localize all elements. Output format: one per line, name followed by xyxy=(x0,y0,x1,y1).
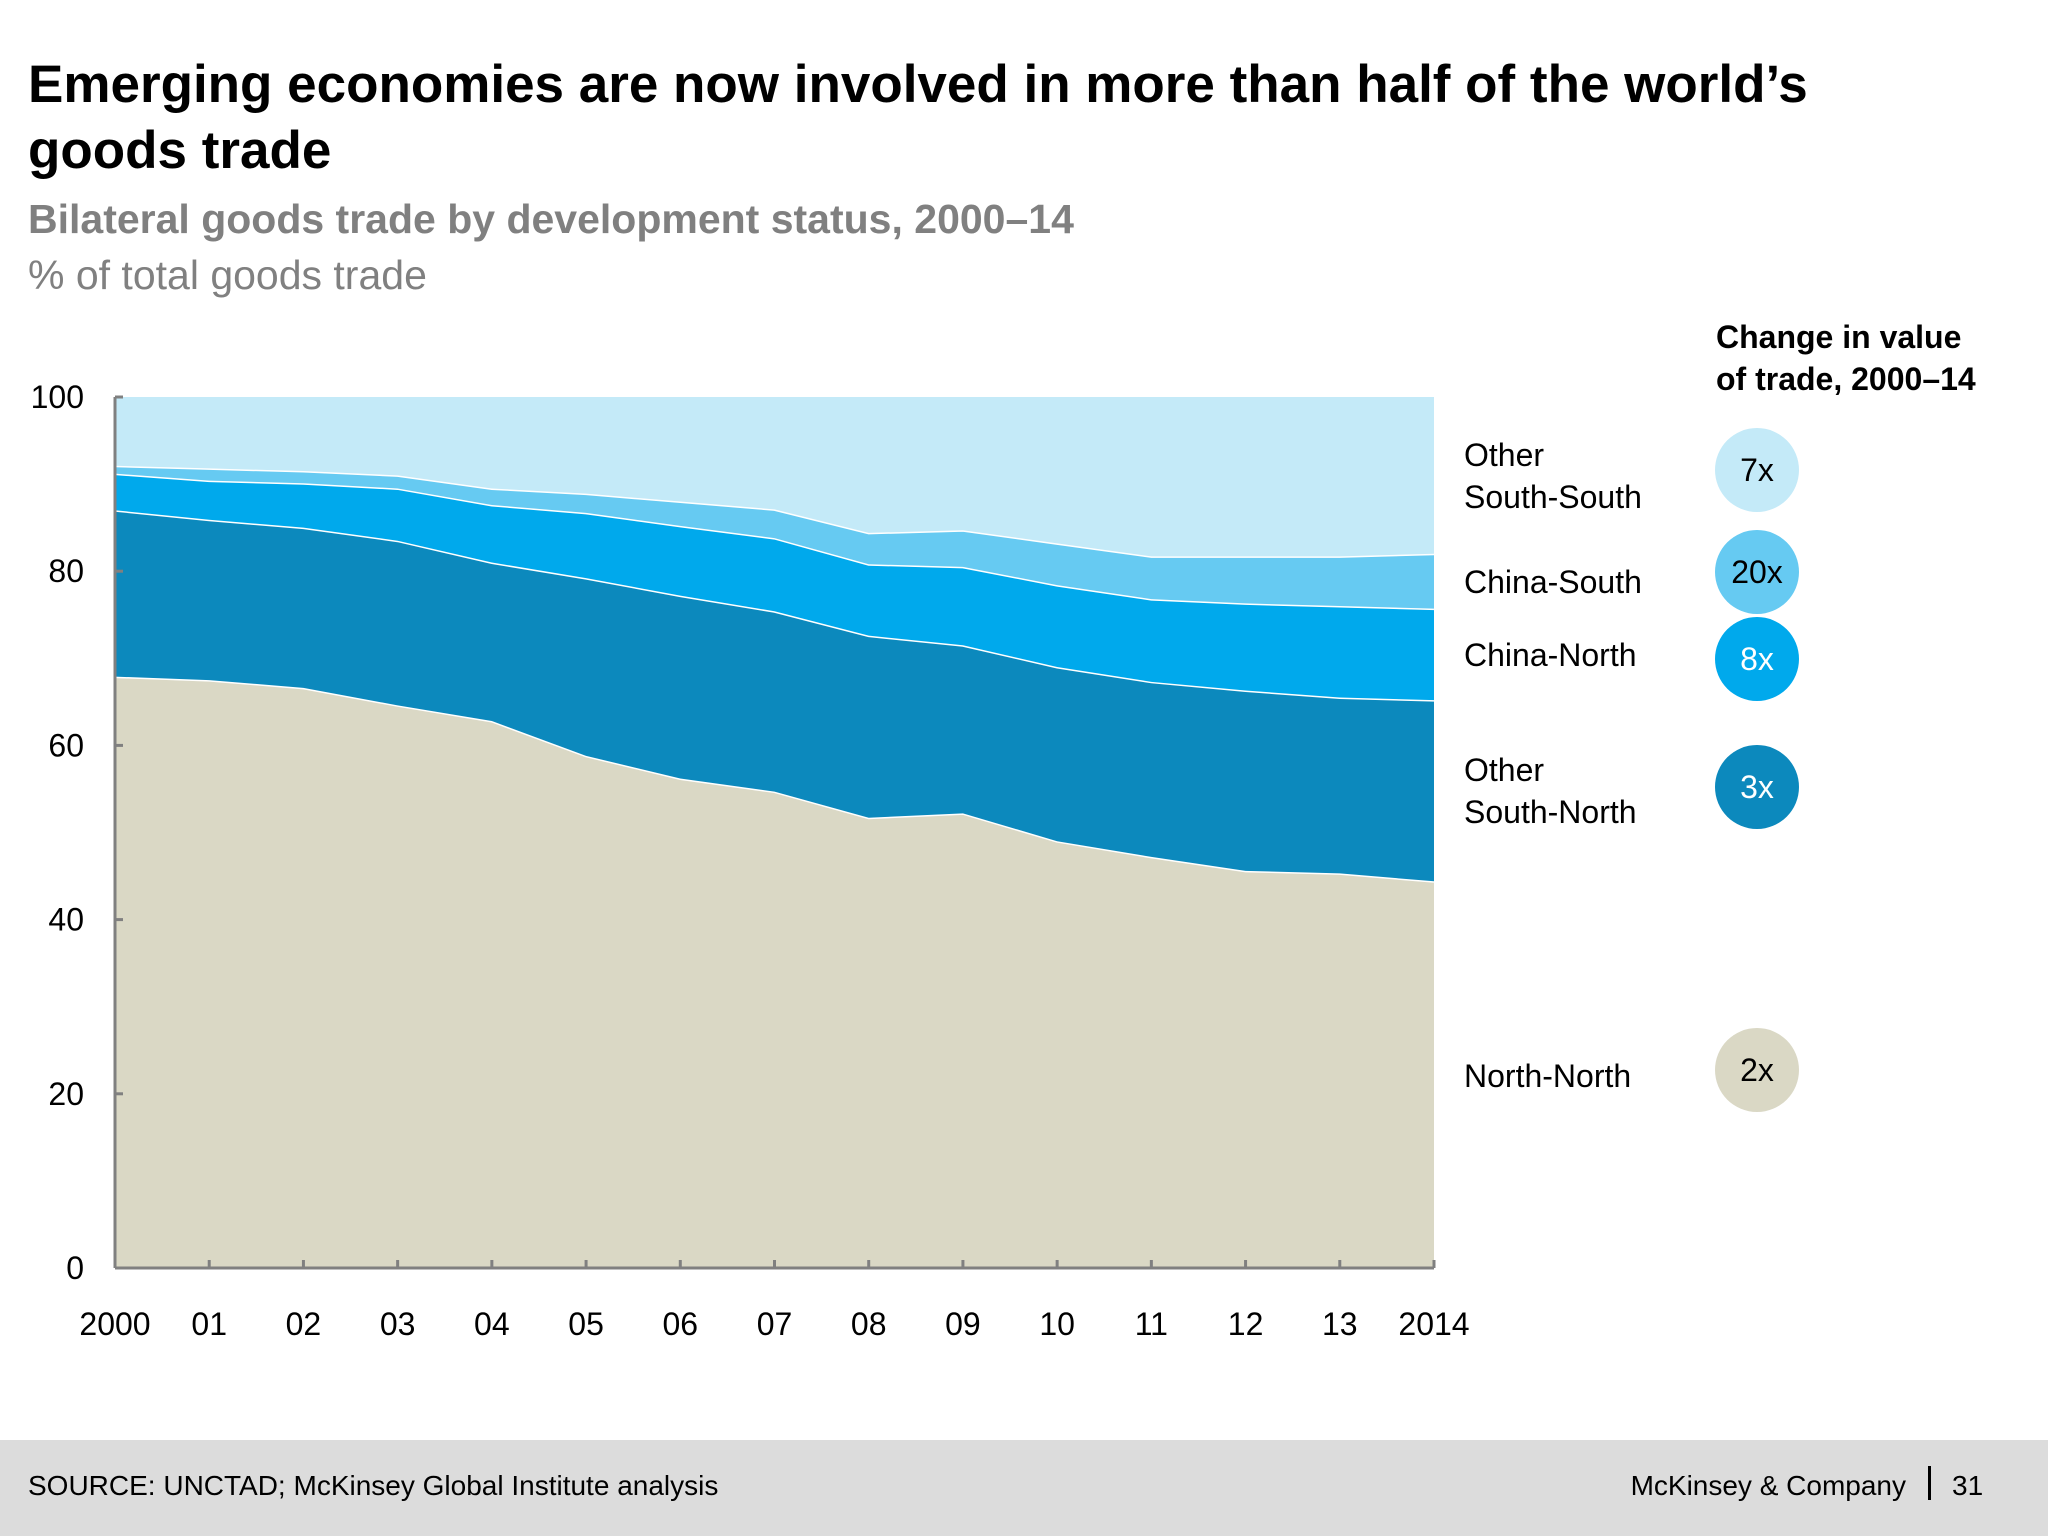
legend-label-north-north: North-North xyxy=(1464,1055,1631,1097)
change-badge-other-south-north: 3x xyxy=(1715,745,1799,829)
x-tick-label: 01 xyxy=(191,1306,227,1342)
x-tick-label: 08 xyxy=(851,1306,887,1342)
legend-label-other-south-north: Other South-North xyxy=(1464,749,1637,833)
legend-label-china-south: China-South xyxy=(1464,561,1642,603)
x-tick-label: 04 xyxy=(474,1306,510,1342)
legend-heading-line1: Change in value xyxy=(1716,319,1962,355)
legend-label-line: North-North xyxy=(1464,1058,1632,1094)
legend-label-line: China-North xyxy=(1464,637,1637,673)
legend-label-line: Other xyxy=(1464,437,1545,473)
chart-subtitle: Bilateral goods trade by development sta… xyxy=(28,196,1074,242)
y-tick-label: 40 xyxy=(48,902,84,938)
page-number: 31 xyxy=(1952,1470,1984,1501)
footer-divider xyxy=(1928,1466,1931,1500)
x-tick-label: 05 xyxy=(568,1306,604,1342)
change-badge-china-south: 20x xyxy=(1715,530,1799,614)
x-tick-label: 09 xyxy=(945,1306,981,1342)
y-tick-label: 20 xyxy=(48,1076,84,1112)
stacked-area-chart: 0 20 40 60 80 100 2000 01 02 03 04 05 06 07 08 09 10 11 12… xyxy=(31,379,1470,1342)
y-tick-label: 100 xyxy=(31,379,84,415)
area-other-south-north xyxy=(115,510,1434,882)
y-tick-label: 80 xyxy=(48,553,84,589)
footer: SOURCE: UNCTAD; McKinsey Global Institut… xyxy=(0,1440,2048,1536)
x-tick-label: 13 xyxy=(1322,1306,1358,1342)
legend-label-line: South-South xyxy=(1464,479,1642,515)
x-tick-label: 07 xyxy=(757,1306,793,1342)
legend-label-china-north: China-North xyxy=(1464,634,1637,676)
change-badge-china-north: 8x xyxy=(1715,617,1799,701)
change-badge-other-south-south: 7x xyxy=(1715,428,1799,512)
y-tick-label: 0 xyxy=(66,1250,84,1286)
x-tick-label: 06 xyxy=(662,1306,698,1342)
area-other-south-south xyxy=(115,397,1434,557)
change-badge-north-north: 2x xyxy=(1715,1028,1799,1112)
area-china-north xyxy=(115,473,1434,701)
area-china-south xyxy=(115,465,1434,609)
x-tick-label: 02 xyxy=(286,1306,322,1342)
legend-label-line: Other xyxy=(1464,752,1545,788)
x-tick-label: 03 xyxy=(380,1306,416,1342)
x-tick-label: 11 xyxy=(1135,1306,1168,1342)
x-tick-label: 2014 xyxy=(1398,1306,1469,1342)
page-title: Emerging economies are now involved in m… xyxy=(28,55,1808,180)
legend-heading-line2: of trade, 2000–14 xyxy=(1716,361,1976,397)
legend-label-line: South-North xyxy=(1464,794,1637,830)
legend-heading: Change in value of trade, 2000–14 xyxy=(1716,316,1976,400)
y-tick-label: 60 xyxy=(48,727,84,763)
area-north-north xyxy=(115,676,1434,1268)
source-note: SOURCE: UNCTAD; McKinsey Global Institut… xyxy=(28,1470,719,1501)
x-tick-label: 10 xyxy=(1039,1306,1075,1342)
x-tick-label: 2000 xyxy=(79,1306,150,1342)
legend-label-other-south-south: Other South-South xyxy=(1464,434,1642,518)
x-tick-label: 12 xyxy=(1228,1306,1264,1342)
chart-unit: % of total goods trade xyxy=(28,252,427,298)
legend-label-line: China-South xyxy=(1464,564,1642,600)
brand-name: McKinsey & Company xyxy=(1630,1470,1906,1501)
